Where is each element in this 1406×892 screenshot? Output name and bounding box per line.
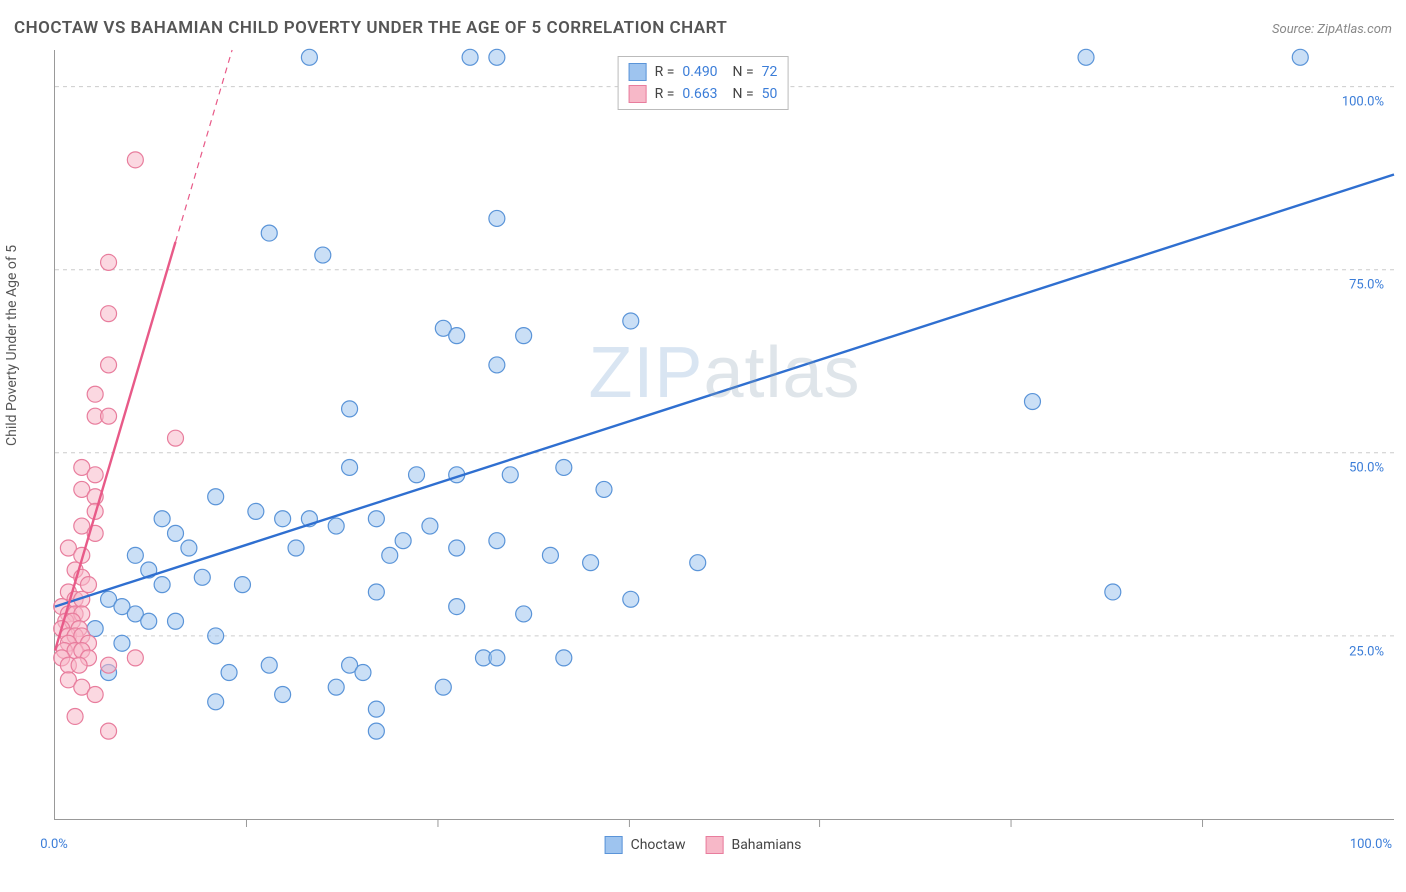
legend-swatch [605, 836, 623, 854]
legend-r-label: R = [655, 64, 675, 80]
x-tick-label-max: 100.0% [1350, 837, 1392, 852]
legend-n-value: 50 [762, 86, 778, 102]
legend-swatch [629, 63, 647, 81]
legend-item-label: Choctaw [631, 837, 686, 853]
legend-item-label: Bahamians [731, 837, 801, 853]
legend-r-value: 0.663 [682, 86, 717, 102]
y-tick-label: 75.0% [1349, 278, 1384, 293]
legend-n-label: N = [726, 64, 754, 80]
y-tick-label: 50.0% [1349, 461, 1384, 476]
legend-stats: R = 0.490 N = 72 R = 0.663 N = 50 [618, 56, 789, 110]
legend-n-value: 72 [762, 64, 778, 80]
plot-area: ZIPatlas [54, 50, 1394, 820]
legend-r-value: 0.490 [682, 64, 717, 80]
y-tick-label: 100.0% [1342, 94, 1384, 109]
legend-swatch [629, 85, 647, 103]
plot-svg [55, 50, 1394, 819]
legend-stats-row: R = 0.663 N = 50 [629, 83, 778, 105]
chart-container: CHOCTAW VS BAHAMIAN CHILD POVERTY UNDER … [0, 0, 1406, 892]
title-bar: CHOCTAW VS BAHAMIAN CHILD POVERTY UNDER … [14, 18, 1392, 38]
chart-title: CHOCTAW VS BAHAMIAN CHILD POVERTY UNDER … [14, 18, 727, 38]
legend-item: Bahamians [705, 836, 801, 854]
x-tick-label-min: 0.0% [40, 837, 68, 852]
legend-series: Choctaw Bahamians [599, 834, 808, 856]
legend-r-label: R = [655, 86, 675, 102]
y-axis-label: Child Poverty Under the Age of 5 [4, 245, 20, 446]
legend-stats-row: R = 0.490 N = 72 [629, 61, 778, 83]
legend-item: Choctaw [605, 836, 686, 854]
source-label: Source: ZipAtlas.com [1272, 22, 1392, 37]
legend-swatch [705, 836, 723, 854]
legend-n-label: N = [726, 86, 754, 102]
y-tick-label: 25.0% [1349, 644, 1384, 659]
